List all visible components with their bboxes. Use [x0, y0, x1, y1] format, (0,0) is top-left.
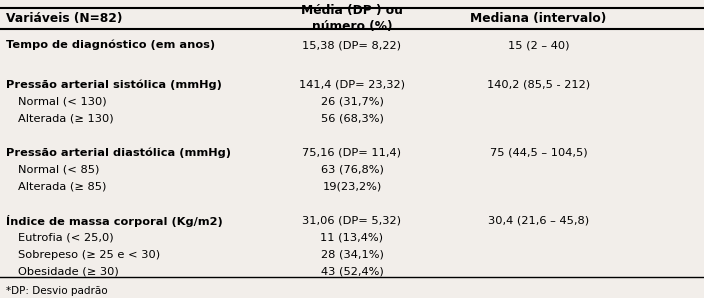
- Text: Normal (< 130): Normal (< 130): [18, 97, 107, 107]
- Text: 140,2 (85,5 - 212): 140,2 (85,5 - 212): [487, 80, 590, 90]
- Text: Tempo de diagnóstico (em anos): Tempo de diagnóstico (em anos): [6, 40, 215, 50]
- Text: Obesidade (≥ 30): Obesidade (≥ 30): [18, 267, 119, 277]
- Text: Pressão arterial diastólica (mmHg): Pressão arterial diastólica (mmHg): [6, 147, 231, 158]
- Text: 19(23,2%): 19(23,2%): [322, 181, 382, 191]
- Text: 30,4 (21,6 – 45,8): 30,4 (21,6 – 45,8): [488, 216, 589, 226]
- Text: *DP: Desvio padrão: *DP: Desvio padrão: [6, 286, 107, 296]
- Text: Média (DP ) ou
número (%): Média (DP ) ou número (%): [301, 4, 403, 33]
- Text: Normal (< 85): Normal (< 85): [18, 164, 100, 174]
- Text: Índice de massa corporal (Kg/m2): Índice de massa corporal (Kg/m2): [6, 215, 222, 227]
- Text: 56 (68,3%): 56 (68,3%): [320, 114, 384, 124]
- Text: Variáveis (N=82): Variáveis (N=82): [6, 13, 122, 25]
- Text: Sobrepeso (≥ 25 e < 30): Sobrepeso (≥ 25 e < 30): [18, 250, 161, 260]
- Text: 63 (76,8%): 63 (76,8%): [320, 164, 384, 174]
- Text: 75 (44,5 – 104,5): 75 (44,5 – 104,5): [490, 147, 587, 157]
- Text: Pressão arterial sistólica (mmHg): Pressão arterial sistólica (mmHg): [6, 80, 222, 90]
- Text: 26 (31,7%): 26 (31,7%): [320, 97, 384, 107]
- Text: 15 (2 – 40): 15 (2 – 40): [508, 40, 570, 50]
- Text: 31,06 (DP= 5,32): 31,06 (DP= 5,32): [303, 216, 401, 226]
- Text: Alterada (≥ 85): Alterada (≥ 85): [18, 181, 107, 191]
- Text: 75,16 (DP= 11,4): 75,16 (DP= 11,4): [303, 147, 401, 157]
- Text: 141,4 (DP= 23,32): 141,4 (DP= 23,32): [299, 80, 405, 90]
- Text: 15,38 (DP= 8,22): 15,38 (DP= 8,22): [303, 40, 401, 50]
- Text: 11 (13,4%): 11 (13,4%): [320, 233, 384, 243]
- Text: Alterada (≥ 130): Alterada (≥ 130): [18, 114, 114, 124]
- Text: Mediana (intervalo): Mediana (intervalo): [470, 13, 607, 25]
- Text: 43 (52,4%): 43 (52,4%): [320, 267, 384, 277]
- Text: 28 (34,1%): 28 (34,1%): [320, 250, 384, 260]
- Text: Eutrofia (< 25,0): Eutrofia (< 25,0): [18, 233, 114, 243]
